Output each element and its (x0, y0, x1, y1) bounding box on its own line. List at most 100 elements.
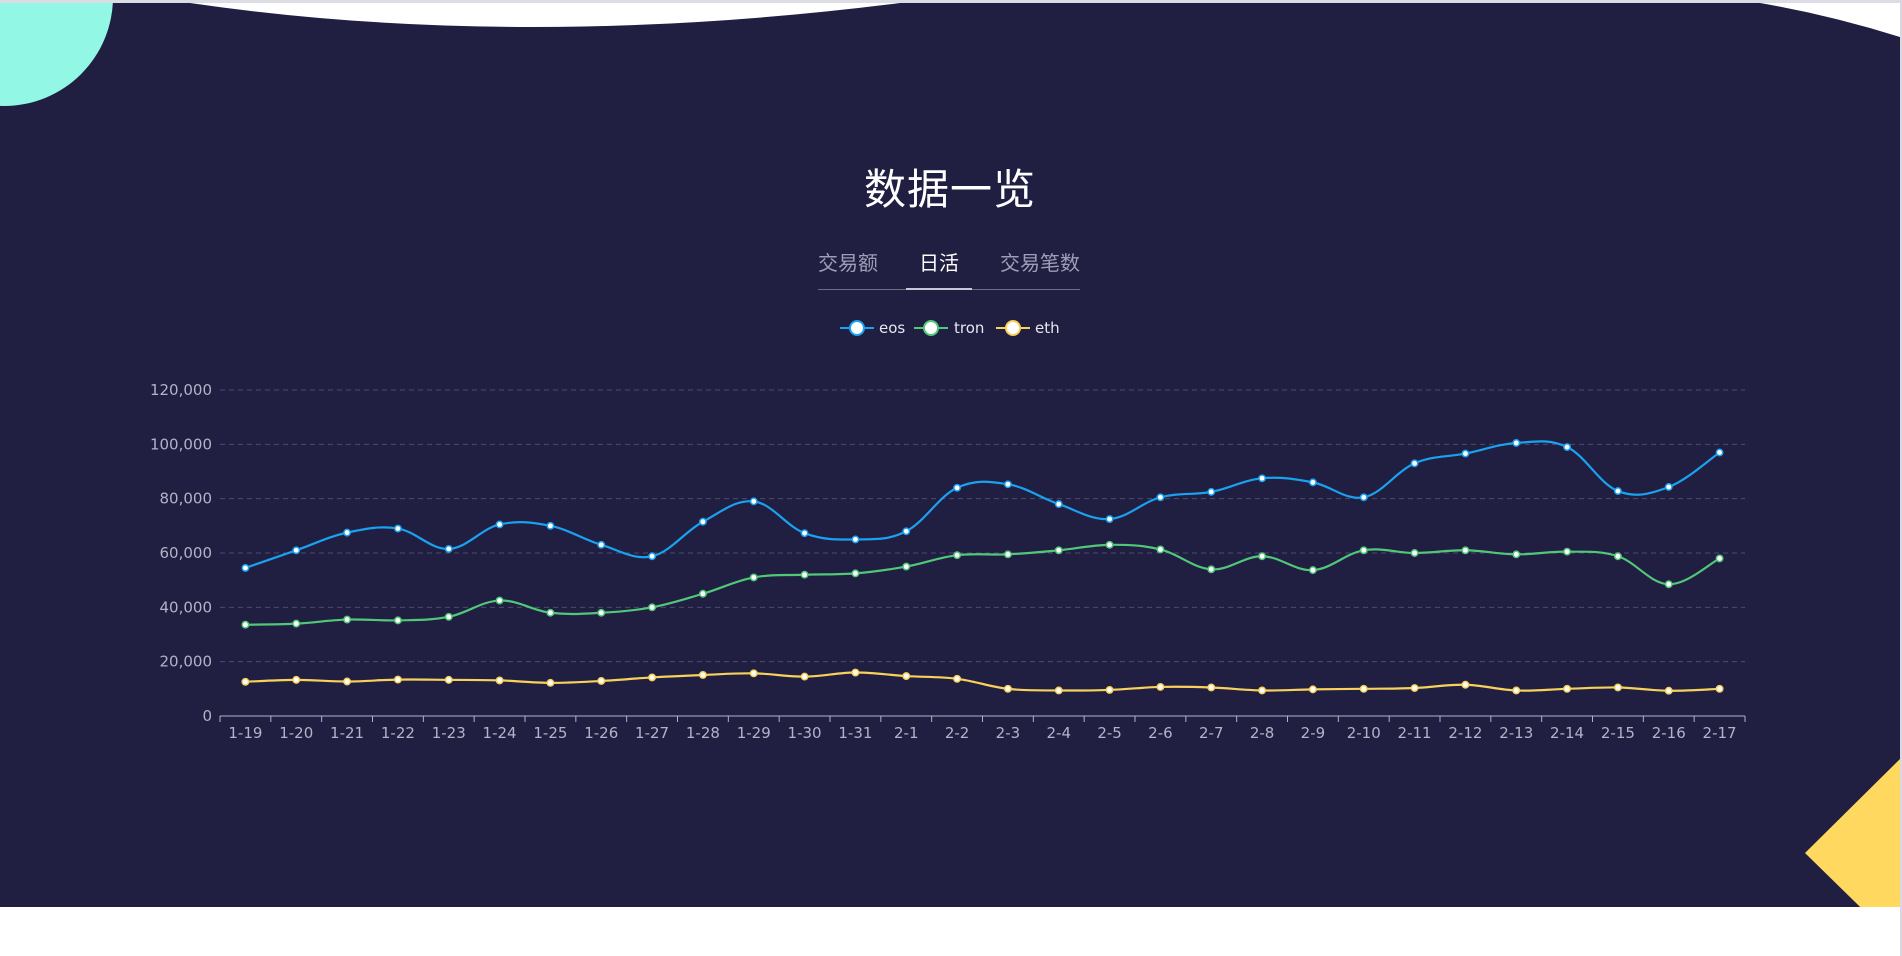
data-point-eos[interactable] (1461, 449, 1470, 458)
data-point-eos[interactable] (648, 552, 657, 561)
data-point-eth[interactable] (1563, 684, 1572, 693)
data-point-tron[interactable] (1410, 549, 1419, 557)
data-point-tron[interactable] (1207, 565, 1216, 574)
data-point-eth[interactable] (851, 668, 860, 677)
data-point-eos[interactable] (1664, 483, 1673, 491)
data-point-tron[interactable] (546, 608, 555, 617)
data-point-tron[interactable] (800, 570, 809, 579)
data-point-tron[interactable] (292, 619, 301, 628)
data-point-eos[interactable] (749, 497, 758, 506)
data-point-tron[interactable] (851, 569, 860, 578)
x-tick-label: 2-7 (1199, 724, 1224, 742)
data-point-tron[interactable] (241, 620, 250, 629)
data-point-tron[interactable] (495, 596, 504, 605)
data-point-tron[interactable] (1613, 552, 1622, 561)
data-point-eth[interactable] (495, 676, 504, 685)
data-point-eos[interactable] (1410, 459, 1419, 468)
tab-daily-active[interactable]: 日活 (906, 247, 972, 290)
data-point-eth[interactable] (749, 669, 758, 678)
data-point-eos[interactable] (1563, 443, 1572, 451)
data-point-eos[interactable] (953, 483, 962, 492)
data-point-eth[interactable] (1359, 684, 1368, 693)
data-point-eth[interactable] (241, 677, 250, 686)
data-point-eth[interactable] (1461, 680, 1470, 689)
data-point-tron[interactable] (343, 615, 352, 624)
tab-transaction-count[interactable]: 交易笔数 (1000, 251, 1080, 275)
data-point-eth[interactable] (1054, 686, 1063, 695)
data-point-tron[interactable] (1664, 580, 1673, 589)
legend-label-eos: eos (879, 319, 905, 337)
data-point-eos[interactable] (444, 544, 453, 553)
legend-item-tron[interactable]: tron (914, 319, 984, 337)
data-point-tron[interactable] (953, 551, 962, 560)
data-point-eos[interactable] (1613, 487, 1622, 496)
data-point-eth[interactable] (648, 673, 657, 682)
data-point-eos[interactable] (902, 527, 911, 536)
data-point-tron[interactable] (1563, 547, 1572, 556)
data-point-tron[interactable] (902, 562, 911, 571)
data-point-eth[interactable] (546, 678, 555, 687)
data-point-eos[interactable] (1512, 439, 1521, 447)
legend-item-eos[interactable]: eos (840, 319, 905, 337)
legend-item-eth[interactable]: eth (996, 319, 1060, 337)
data-point-eth[interactable] (953, 674, 962, 683)
data-point-eos[interactable] (1207, 487, 1216, 496)
data-point-tron[interactable] (1715, 554, 1724, 563)
data-point-eth[interactable] (1664, 686, 1673, 695)
x-tick-label: 1-25 (533, 724, 567, 742)
data-point-tron[interactable] (1258, 552, 1267, 561)
data-point-eth[interactable] (1105, 685, 1114, 694)
data-point-eos[interactable] (851, 535, 860, 544)
data-point-eth[interactable] (292, 675, 301, 684)
data-point-eos[interactable] (1359, 493, 1368, 502)
data-point-eos[interactable] (1105, 515, 1114, 523)
data-point-tron[interactable] (1105, 540, 1114, 549)
data-point-eth[interactable] (1156, 682, 1165, 691)
data-point-eth[interactable] (698, 671, 707, 679)
data-point-tron[interactable] (1054, 546, 1063, 555)
data-point-eos[interactable] (495, 520, 504, 529)
data-point-eth[interactable] (1003, 684, 1012, 693)
data-point-eth[interactable] (1613, 683, 1622, 692)
data-point-eth[interactable] (343, 677, 352, 686)
data-point-tron[interactable] (1156, 545, 1165, 554)
data-point-eos[interactable] (698, 517, 707, 526)
data-point-eth[interactable] (1410, 684, 1419, 692)
data-point-tron[interactable] (597, 608, 606, 617)
data-point-eos[interactable] (1308, 478, 1317, 487)
data-point-eth[interactable] (393, 675, 402, 684)
data-point-tron[interactable] (698, 589, 707, 598)
data-point-eth[interactable] (1715, 684, 1724, 693)
data-point-eos[interactable] (1003, 480, 1012, 489)
data-point-eos[interactable] (597, 540, 606, 549)
data-point-tron[interactable] (1461, 546, 1470, 555)
data-point-eth[interactable] (1308, 685, 1317, 694)
data-point-eos[interactable] (1054, 500, 1063, 509)
data-point-eth[interactable] (444, 675, 453, 684)
data-point-tron[interactable] (648, 603, 657, 612)
data-point-eth[interactable] (902, 672, 911, 681)
data-point-eos[interactable] (241, 563, 250, 572)
data-point-tron[interactable] (444, 612, 453, 621)
data-point-eos[interactable] (1258, 474, 1267, 483)
data-point-eos[interactable] (1156, 493, 1165, 502)
data-point-tron[interactable] (1359, 546, 1368, 555)
tab-transaction-volume[interactable]: 交易额 (818, 251, 878, 275)
data-point-eos[interactable] (292, 546, 301, 555)
data-point-tron[interactable] (393, 616, 402, 625)
data-point-tron[interactable] (1308, 566, 1317, 575)
data-point-eth[interactable] (1207, 683, 1216, 692)
data-point-eos[interactable] (800, 529, 809, 538)
data-point-tron[interactable] (749, 573, 758, 582)
data-point-eos[interactable] (343, 528, 352, 537)
data-point-tron[interactable] (1512, 550, 1521, 559)
data-point-eos[interactable] (1715, 448, 1724, 457)
data-point-eth[interactable] (800, 672, 809, 681)
data-point-eos[interactable] (546, 521, 555, 530)
data-point-eth[interactable] (1512, 686, 1521, 695)
data-point-eth[interactable] (1258, 686, 1267, 695)
data-point-eth[interactable] (597, 677, 606, 685)
accent-circle (0, 3, 113, 106)
data-point-tron[interactable] (1003, 550, 1012, 559)
data-point-eos[interactable] (393, 524, 402, 533)
